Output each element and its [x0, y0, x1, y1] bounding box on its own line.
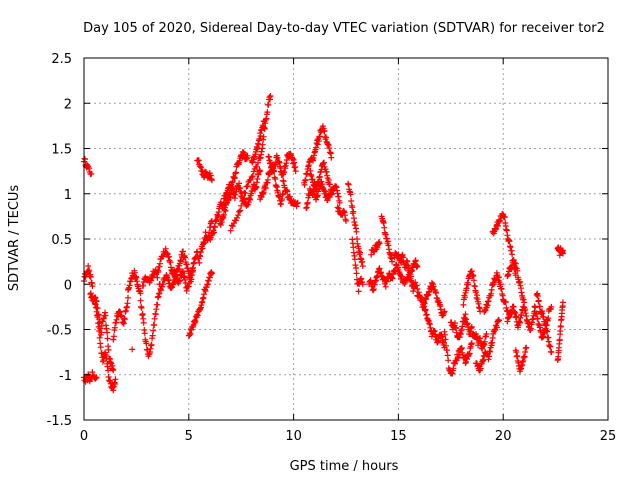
x-tick-label: 15 [390, 429, 407, 444]
x-axis-label: GPS time / hours [290, 459, 399, 474]
y-tick-label: 1 [64, 188, 72, 203]
x-tick-label: 10 [285, 429, 302, 444]
y-tick-label: 1.5 [51, 143, 72, 158]
x-tick-labels: 0 5 10 15 20 25 [80, 429, 616, 444]
y-tick-labels: -1.5 -1 -0.5 0 0.5 1 1.5 2 2.5 [47, 52, 72, 429]
y-tick-label: 0.5 [51, 233, 72, 248]
axis-ticks [83, 57, 609, 421]
grid-lines [84, 58, 608, 420]
y-tick-label: -0.5 [47, 324, 72, 339]
x-tick-label: 25 [600, 429, 617, 444]
x-tick-label: 5 [185, 429, 193, 444]
y-tick-label: 0 [64, 278, 72, 293]
x-tick-label: 20 [495, 429, 512, 444]
y-tick-label: -1.5 [47, 414, 72, 429]
y-tick-label: -1 [59, 369, 72, 384]
y-tick-label: 2.5 [51, 52, 72, 67]
y-axis-label: SDTVAR / TECUs [7, 185, 22, 292]
x-tick-label: 0 [80, 429, 88, 444]
chart-title: Day 105 of 2020, Sidereal Day-to-day VTE… [83, 21, 605, 36]
y-tick-label: 2 [64, 97, 72, 112]
